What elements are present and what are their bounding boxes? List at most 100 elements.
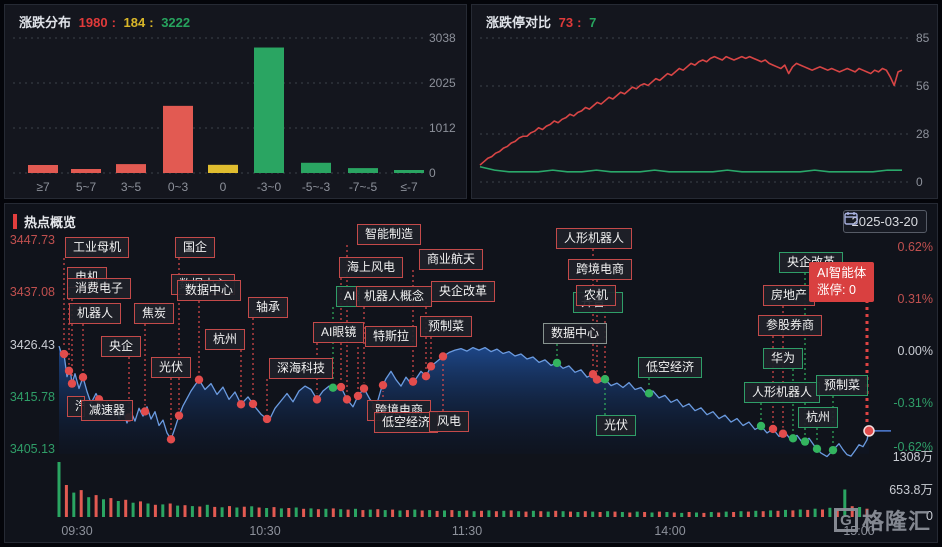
panel-title: 涨跌分布 xyxy=(19,15,72,30)
hotspot-tag[interactable]: 房地产 xyxy=(763,285,816,306)
event-dot xyxy=(378,380,388,390)
event-dot xyxy=(644,389,654,398)
volume-bar xyxy=(746,511,750,517)
hotspot-tag[interactable]: 预制菜 xyxy=(420,316,473,337)
dist-bar xyxy=(254,47,284,174)
hotspot-tag[interactable]: 华为 xyxy=(763,348,804,369)
hotspot-tag[interactable]: 央企 xyxy=(101,336,142,357)
dist-bar xyxy=(163,105,193,173)
volume-bar xyxy=(754,510,758,517)
hotspot-tag[interactable]: 光伏 xyxy=(596,415,637,436)
limit-down-line xyxy=(479,165,902,173)
volume-bar xyxy=(613,511,617,517)
hotspot-tag[interactable]: 预制菜 xyxy=(816,375,869,396)
hotspot-tag[interactable]: 跨境电商 xyxy=(568,259,633,280)
down-count: 3222 xyxy=(161,15,191,30)
hotspot-tooltip: AI智能体 涨停: 0 xyxy=(809,262,875,302)
hotspot-tag[interactable]: 深海科技 xyxy=(269,358,334,379)
y-axis-label: 2025 xyxy=(429,76,456,90)
hotspot-overview-panel: 热点概览 2025-03-20 3447.73 3437.08 3426.43 341… xyxy=(4,203,938,543)
hotspot-tag[interactable]: 工业母机 xyxy=(65,237,130,258)
hotspot-tag[interactable]: 风电 xyxy=(429,411,470,432)
y-axis-label: 56 xyxy=(916,79,930,93)
hotspot-tag[interactable]: 特斯拉 xyxy=(365,326,418,347)
hotspot-tag[interactable]: 人形机器人 xyxy=(744,382,821,403)
event-dot xyxy=(756,421,766,431)
volume-bar xyxy=(109,498,113,517)
volume-bar xyxy=(190,506,194,517)
volume-bar xyxy=(316,509,320,517)
hotspot-tag[interactable]: 农机 xyxy=(576,285,617,306)
hotspot-tag[interactable]: 低空经济 xyxy=(374,412,439,433)
limit-down-count: 7 xyxy=(589,15,597,30)
volume-bar xyxy=(153,504,157,517)
hotspot-tag[interactable]: 机器人概念 xyxy=(356,286,433,307)
hotspot-tag[interactable]: 国企 xyxy=(175,237,216,258)
volume-bar xyxy=(724,511,728,517)
hotspot-tag[interactable]: 海上风电 xyxy=(339,257,404,278)
event-dot xyxy=(812,444,822,454)
volume-bar xyxy=(287,508,291,517)
hotspot-tag[interactable]: 智能制造 xyxy=(357,224,422,245)
hotspot-chart: 3447.73 3437.08 3426.43 3415.78 3405.13 0.62%… xyxy=(10,233,933,538)
limit-up-line xyxy=(479,55,903,166)
limit-compare-header: 涨跌停对比 73: 7 xyxy=(482,12,596,31)
event-dot xyxy=(67,379,77,388)
hotspot-tag[interactable]: AI智能体 xyxy=(336,286,360,307)
event-dot xyxy=(800,437,810,446)
hotspot-tag[interactable]: 机器人 xyxy=(69,303,122,324)
volume-bar xyxy=(480,510,483,517)
x-axis-label: -7~-5 xyxy=(349,180,378,194)
hotspot-tag[interactable]: 减速器 xyxy=(81,400,134,421)
time-axis-label: 15:00 xyxy=(843,524,874,538)
time-axis-label: 14:00 xyxy=(654,524,685,538)
tooltip-sector: AI智能体 xyxy=(817,266,867,280)
volume-bar xyxy=(420,510,424,517)
panel-title: 涨跌停对比 xyxy=(486,15,552,30)
volume-bar xyxy=(64,485,68,517)
event-dot xyxy=(552,358,562,368)
hotspot-tag[interactable]: 杭州 xyxy=(205,329,246,350)
volume-bar xyxy=(87,497,91,517)
volume-bar xyxy=(465,510,469,517)
hotspot-tag[interactable]: 央企改革 xyxy=(431,281,496,302)
volume-bar xyxy=(598,512,602,517)
volume-bar xyxy=(821,509,824,517)
volume-bar xyxy=(391,509,395,517)
tooltip-limitup: 涨停: 0 xyxy=(817,283,856,297)
event-dot xyxy=(592,375,602,384)
volume-bar xyxy=(709,512,713,517)
event-dot xyxy=(353,391,363,401)
price-axis-label: 3437.08 xyxy=(10,285,55,299)
event-dot xyxy=(438,352,448,361)
hotspot-tag[interactable]: 低空经济 xyxy=(638,357,703,378)
volume-bar xyxy=(168,503,172,517)
hotspot-tag[interactable]: 光伏 xyxy=(151,357,192,378)
hotspot-tag[interactable]: AI眼镜 xyxy=(313,322,365,343)
time-axis-label: 10:30 xyxy=(249,524,280,538)
dist-bar xyxy=(71,168,101,173)
hotspot-tag[interactable]: 数据中心 xyxy=(543,323,608,344)
event-dot xyxy=(421,372,431,381)
volume-bar xyxy=(279,508,283,517)
index-area xyxy=(59,346,869,457)
event-dot xyxy=(768,424,778,434)
volume-bar xyxy=(865,508,869,517)
event-dot xyxy=(342,395,352,404)
date-picker[interactable]: 2025-03-20 xyxy=(842,210,927,233)
volume-bar xyxy=(443,510,446,517)
hotspot-tag[interactable]: 杭州 xyxy=(798,407,839,428)
hotspot-tag[interactable]: 轴承 xyxy=(248,297,289,318)
watermark-text: 格隆汇 xyxy=(861,509,931,534)
hotspot-tag[interactable]: 数据中心 xyxy=(177,280,242,301)
hotspot-tag[interactable]: 焦炭 xyxy=(134,303,175,324)
hotspot-tag[interactable]: 商业航天 xyxy=(419,249,484,270)
hotspot-tag[interactable]: 消费电子 xyxy=(67,278,132,299)
hotspot-tag[interactable]: 人形机器人 xyxy=(556,228,633,249)
time-axis-label: 09:30 xyxy=(61,524,92,538)
hotspot-tag[interactable]: 参股券商 xyxy=(758,315,823,336)
volume-bar xyxy=(502,510,506,517)
volume-bar xyxy=(198,506,202,517)
x-axis-label: 0 xyxy=(220,180,227,194)
volume-axis-label: 1308万 xyxy=(893,450,933,464)
